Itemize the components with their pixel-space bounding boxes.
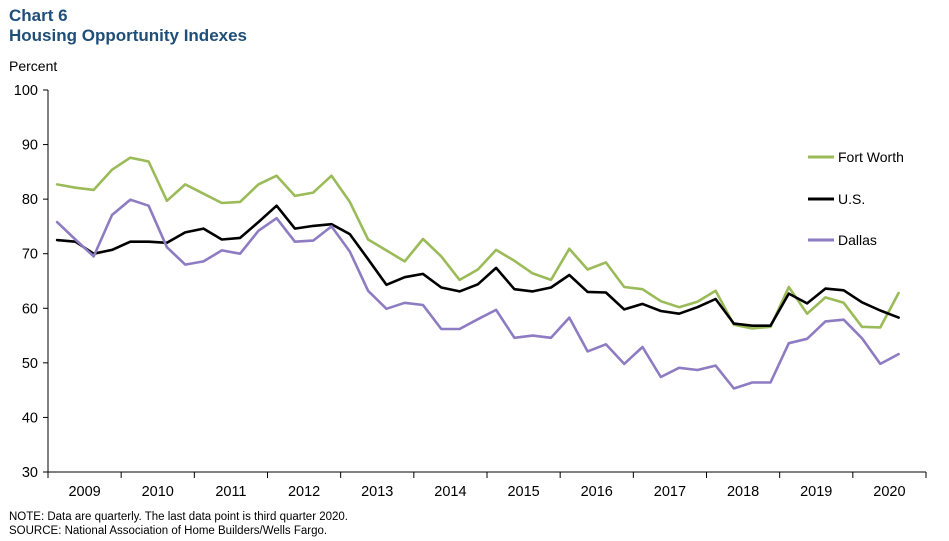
y-axis-unit-label: Percent bbox=[9, 58, 58, 74]
y-tick-label: 80 bbox=[22, 192, 38, 208]
y-tick-label: 50 bbox=[22, 356, 38, 372]
x-tick-label: 2016 bbox=[581, 484, 613, 500]
x-tick-label: 2014 bbox=[434, 484, 466, 500]
x-tick-label: 2018 bbox=[727, 484, 759, 500]
x-tick-label: 2010 bbox=[142, 484, 174, 500]
title-block: Chart 6 Housing Opportunity Indexes bbox=[9, 6, 247, 46]
legend-label-u-s: U.S. bbox=[838, 191, 865, 207]
x-tick-label: 2019 bbox=[800, 484, 832, 500]
y-tick-label: 100 bbox=[14, 83, 38, 99]
y-tick-label: 30 bbox=[22, 465, 38, 481]
y-tick-label: 70 bbox=[22, 247, 38, 263]
note-text: NOTE: Data are quarterly. The last data … bbox=[9, 511, 348, 523]
series-line-u-s bbox=[55, 204, 900, 328]
x-tick-label: 2017 bbox=[654, 484, 686, 500]
y-tick-label: 40 bbox=[22, 410, 38, 426]
y-tick-label: 60 bbox=[22, 301, 38, 317]
x-tick-label: 2012 bbox=[288, 484, 320, 500]
x-tick-label: 2011 bbox=[215, 484, 246, 500]
series-line-fort-worth bbox=[55, 156, 900, 330]
series-line-dallas bbox=[55, 198, 900, 390]
x-tick-label: 2013 bbox=[361, 484, 393, 500]
y-tick-label: 90 bbox=[22, 138, 38, 154]
chart-number-label: Chart 6 bbox=[9, 6, 68, 25]
x-tick-label: 2009 bbox=[68, 484, 100, 500]
x-tick-label: 2020 bbox=[873, 484, 905, 500]
legend-label-dallas: Dallas bbox=[838, 232, 877, 248]
chart-title: Housing Opportunity Indexes bbox=[9, 26, 248, 45]
footnotes: NOTE: Data are quarterly. The last data … bbox=[9, 510, 348, 538]
x-tick-label: 2015 bbox=[507, 484, 539, 500]
legend-label-fort-worth: Fort Worth bbox=[838, 149, 904, 165]
source-text: SOURCE: National Association of Home Bui… bbox=[9, 525, 328, 537]
